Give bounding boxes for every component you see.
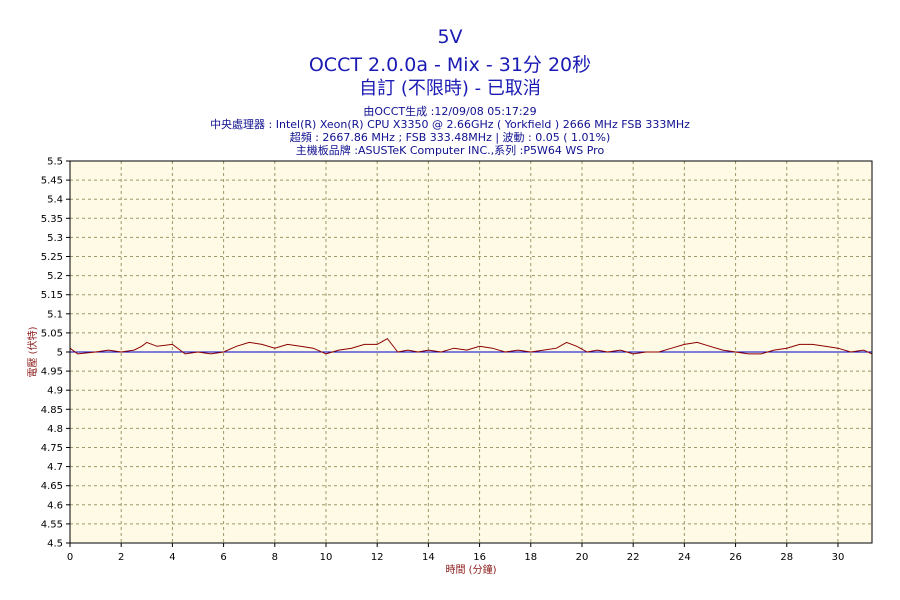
y-tick-label: 5.2 — [47, 271, 63, 282]
chart-subtitle: OCCT 2.0.0a - Mix - 31分 20秒 — [308, 54, 592, 76]
x-tick-label: 10 — [320, 552, 333, 563]
y-tick-label: 4.75 — [41, 443, 63, 454]
y-tick-label: 4.7 — [47, 462, 63, 473]
generated-info: 由OCCT生成 :12/09/08 05:17:29 — [363, 105, 537, 118]
x-tick-label: 22 — [627, 552, 640, 563]
y-tick-label: 4.5 — [47, 539, 63, 550]
x-tick-label: 20 — [576, 552, 589, 563]
y-tick-label: 4.55 — [41, 519, 63, 530]
series-line — [69, 337, 873, 355]
cpu-info: 中央處理器 : Intel(R) Xeon(R) CPU X3350 @ 2.6… — [210, 118, 690, 131]
x-tick-label: 24 — [678, 552, 691, 563]
x-tick-label: 14 — [422, 552, 435, 563]
x-tick-label: 16 — [473, 552, 486, 563]
x-tick-label: 28 — [780, 552, 793, 563]
x-tick-label: 8 — [272, 552, 278, 563]
y-tick-label: 5.5 — [47, 157, 63, 168]
y-tick-label: 5.4 — [47, 195, 63, 206]
y-tick-label: 5 — [57, 348, 63, 359]
test-mode-label: 自訂 (不限時) - 已取消 — [359, 78, 541, 99]
y-axis-label: 電壓 (伏特) — [26, 326, 39, 377]
y-tick-label: 4.65 — [41, 481, 63, 492]
plot-border — [69, 160, 873, 544]
x-tick-label: 2 — [118, 552, 124, 563]
y-tick-label: 5.05 — [41, 328, 63, 339]
y-tick-label: 4.85 — [41, 405, 63, 416]
y-tick-label: 5.45 — [41, 176, 63, 187]
x-tick-label: 12 — [371, 552, 384, 563]
overclock-info: 超頻 : 2667.86 MHz ; FSB 333.48MHz | 波動 : … — [289, 131, 611, 144]
y-tick-label: 4.95 — [41, 367, 63, 378]
y-tick-label: 4.9 — [47, 386, 63, 397]
x-tick-label: 4 — [169, 552, 175, 563]
x-tick-label: 30 — [832, 552, 845, 563]
y-tick-label: 5.25 — [41, 252, 63, 263]
y-tick-label: 5.3 — [47, 233, 63, 244]
y-tick-label: 4.6 — [47, 500, 63, 511]
y-tick-label: 5.15 — [41, 290, 63, 301]
y-tick-label: 4.8 — [47, 424, 63, 435]
y-tick-label: 5.1 — [47, 309, 63, 320]
x-tick-label: 18 — [524, 552, 537, 563]
x-tick-label: 0 — [67, 552, 73, 563]
y-tick-label: 5.35 — [41, 214, 63, 225]
motherboard-info: 主機板品牌 :ASUSTeK Computer INC.,系列 :P5W64 W… — [295, 144, 605, 157]
x-axis-label: 時間 (分鐘) — [446, 563, 497, 576]
chart-title: 5V — [437, 26, 463, 48]
x-tick-label: 26 — [729, 552, 742, 563]
x-tick-label: 6 — [220, 552, 226, 563]
